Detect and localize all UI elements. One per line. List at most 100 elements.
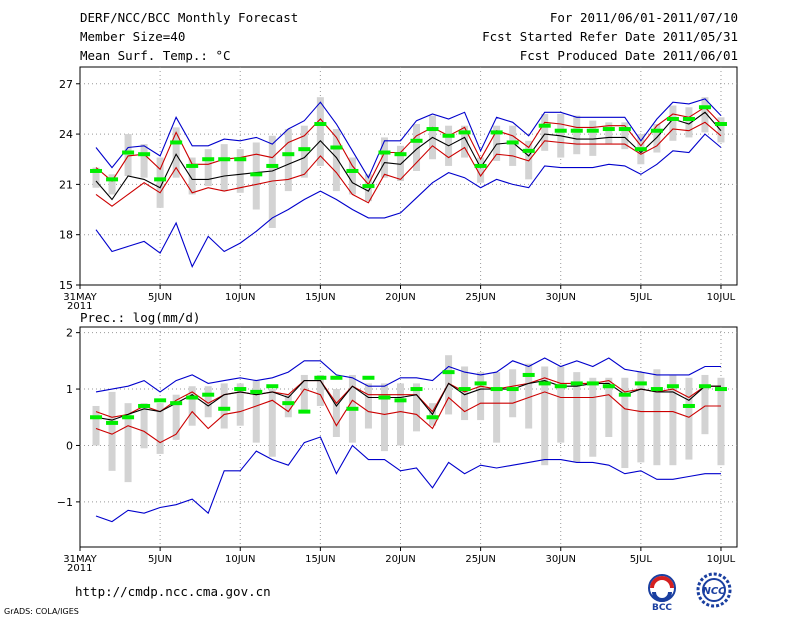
forecast-period: For 2011/06/01-2011/07/10 (549, 10, 738, 25)
spread-bar (605, 377, 613, 437)
median-marker (506, 140, 519, 145)
spread-bar (461, 125, 469, 158)
y-tick-label: 0 (66, 439, 73, 452)
median-marker (218, 406, 231, 411)
spread-bar (268, 135, 276, 228)
series-line-mean (95, 111, 722, 201)
median-marker (298, 409, 311, 414)
spread-bar (461, 366, 469, 421)
spread-bar (316, 374, 324, 406)
x-tick-label: 15JUN (305, 292, 335, 303)
median-marker (714, 387, 727, 392)
logos: BCC NCC (648, 572, 732, 612)
spread-bar (332, 129, 340, 192)
median-marker (170, 140, 183, 145)
y-tick-label: 15 (59, 279, 73, 292)
median-marker (234, 387, 247, 392)
spread-bar (589, 377, 597, 457)
series-line-min (95, 436, 721, 523)
series-line-max (95, 357, 721, 393)
series-line-min (95, 133, 722, 268)
y-tick-label: 18 (59, 229, 73, 242)
spread-bar (525, 363, 533, 429)
member-size: Member Size=40 (80, 29, 186, 44)
median-marker (362, 184, 375, 189)
spread-bar (316, 97, 324, 166)
spread-bar (493, 372, 501, 443)
spread-bar (573, 372, 581, 463)
source-url[interactable]: http://cmdp.ncc.cma.gov.cn (75, 584, 271, 599)
median-marker (218, 157, 231, 162)
median-marker (714, 122, 727, 127)
spread-bar (380, 137, 388, 178)
y-tick-label: 27 (59, 78, 73, 91)
x-tick-label: 10JUL (707, 292, 736, 303)
y-tick-label: 21 (59, 178, 73, 191)
spread-bar (204, 386, 212, 418)
spread-bar (653, 369, 661, 466)
grads-credit: GrADS: COLA/IGES (4, 607, 79, 616)
spread-bar (701, 97, 709, 133)
median-marker (634, 147, 647, 152)
median-marker (266, 163, 279, 168)
precip-label: Prec.: log(mm/d) (80, 310, 201, 325)
median-marker (538, 123, 551, 128)
x-tick-label: 5JUL (630, 554, 653, 565)
spread-bar (348, 157, 356, 195)
median-marker (666, 116, 679, 121)
median-marker (426, 127, 439, 132)
median-marker (522, 372, 535, 377)
median-marker (490, 387, 503, 392)
median-marker (474, 163, 487, 168)
median-marker (154, 398, 167, 403)
produced-date: Fcst Produced Date 2011/06/01 (519, 48, 738, 63)
spread-bar (124, 403, 132, 483)
series-line-p10 (95, 121, 722, 207)
median-marker (650, 387, 663, 392)
ncc-logo-text: NCC (702, 586, 726, 597)
spread-bar (284, 129, 292, 192)
median-marker (442, 133, 455, 138)
spread-bar (509, 369, 517, 418)
median-marker (266, 384, 279, 389)
median-marker (458, 130, 471, 135)
median-marker (522, 148, 535, 153)
spread-bar (509, 125, 517, 166)
spread-bar (413, 124, 421, 171)
spread-bar (268, 389, 276, 457)
median-marker (394, 152, 407, 157)
spread-bar (220, 383, 228, 429)
spread-bar (300, 374, 308, 412)
spread-bar (477, 372, 485, 421)
median-marker (602, 384, 615, 389)
spread-bar (701, 374, 709, 435)
x-tick-label: 31MAY (63, 554, 97, 565)
x-tick-label: 25JUN (465, 292, 495, 303)
median-marker (154, 177, 167, 182)
x-tick-label: 10JUN (225, 554, 255, 565)
median-marker (666, 384, 679, 389)
median-marker (250, 389, 263, 394)
median-marker (170, 401, 183, 406)
median-marker (234, 157, 247, 162)
x-tick-label: 31MAY (63, 292, 97, 303)
spread-bar (589, 120, 597, 156)
median-marker (346, 406, 359, 411)
spread-bar (717, 377, 725, 466)
median-marker (682, 116, 695, 121)
median-marker (618, 392, 631, 397)
y-tick-label: 1 (66, 383, 73, 396)
spread-bar (172, 127, 180, 178)
x-tick-label: 10JUL (707, 554, 736, 565)
spread-bar (685, 107, 693, 138)
median-marker (682, 403, 695, 408)
spread-bar (236, 383, 244, 426)
median-marker (618, 127, 631, 132)
spread-bar (445, 355, 453, 415)
y-tick-label: 24 (59, 128, 73, 141)
median-marker (458, 387, 471, 392)
median-marker (442, 370, 455, 375)
median-marker (298, 147, 311, 152)
